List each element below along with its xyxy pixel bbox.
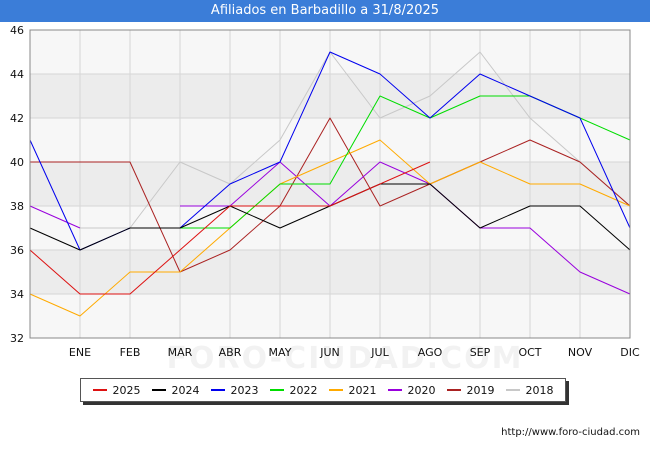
legend-swatch — [151, 389, 166, 391]
legend-item-2020: 2020 — [387, 383, 436, 397]
legend-label: 2023 — [230, 383, 259, 397]
x-tick-label: AGO — [418, 346, 443, 359]
x-tick-label: MAR — [168, 346, 193, 359]
chart-title: Afiliados en Barbadillo a 31/8/2025 — [0, 0, 650, 22]
legend-label: 2025 — [112, 383, 141, 397]
legend-swatch — [328, 389, 343, 391]
series-line-2018 — [80, 51, 631, 229]
legend: 2025 2024 2023 2022 2021 2020 2019 2018 — [80, 378, 566, 402]
y-tick-label: 38 — [10, 200, 24, 213]
x-tick-label: ABR — [219, 346, 242, 359]
legend-label: 2022 — [289, 383, 318, 397]
legend-item-2018: 2018 — [505, 383, 554, 397]
legend-label: 2021 — [348, 383, 377, 397]
legend-swatch — [505, 389, 520, 391]
legend-swatch — [210, 389, 225, 391]
y-tick-label: 36 — [10, 244, 24, 257]
legend-label: 2018 — [525, 383, 554, 397]
legend-swatch — [92, 389, 107, 391]
x-tick-label: NOV — [568, 346, 593, 359]
x-tick-label: ENE — [69, 346, 91, 359]
legend-label: 2019 — [466, 383, 495, 397]
y-tick-label: 44 — [10, 68, 24, 81]
x-tick-label: FEB — [120, 346, 141, 359]
legend-label: 2020 — [407, 383, 436, 397]
series-line-2021 — [29, 139, 631, 317]
source-credit: http://www.foro-ciudad.com — [501, 427, 640, 438]
legend-item-2024: 2024 — [151, 383, 200, 397]
watermark: FORO-CIUDAD.COM — [167, 341, 524, 376]
legend-item-2023: 2023 — [210, 383, 259, 397]
legend-swatch — [269, 389, 284, 391]
legend-item-2022: 2022 — [269, 383, 318, 397]
y-tick-label: 34 — [10, 288, 24, 301]
x-tick-label: OCT — [518, 346, 541, 359]
x-tick-label: MAY — [269, 346, 292, 359]
y-tick-label: 46 — [10, 24, 24, 37]
plot-frame — [29, 29, 631, 339]
y-tick-label: 40 — [10, 156, 24, 169]
x-tick-label: JUL — [370, 346, 389, 359]
x-tick-label: DIC — [620, 346, 640, 359]
legend-item-2021: 2021 — [328, 383, 377, 397]
y-tick-label: 42 — [10, 112, 24, 125]
series-line-2019 — [30, 117, 631, 273]
legend-swatch — [387, 389, 402, 391]
legend-item-2019: 2019 — [446, 383, 495, 397]
series-line-2025 — [29, 161, 431, 295]
legend-label: 2024 — [171, 383, 200, 397]
legend-item-2025: 2025 — [92, 383, 141, 397]
legend-swatch — [446, 389, 461, 391]
x-tick-label: SEP — [470, 346, 491, 359]
y-tick-label: 32 — [10, 332, 24, 345]
x-tick-label: JUN — [319, 346, 340, 359]
